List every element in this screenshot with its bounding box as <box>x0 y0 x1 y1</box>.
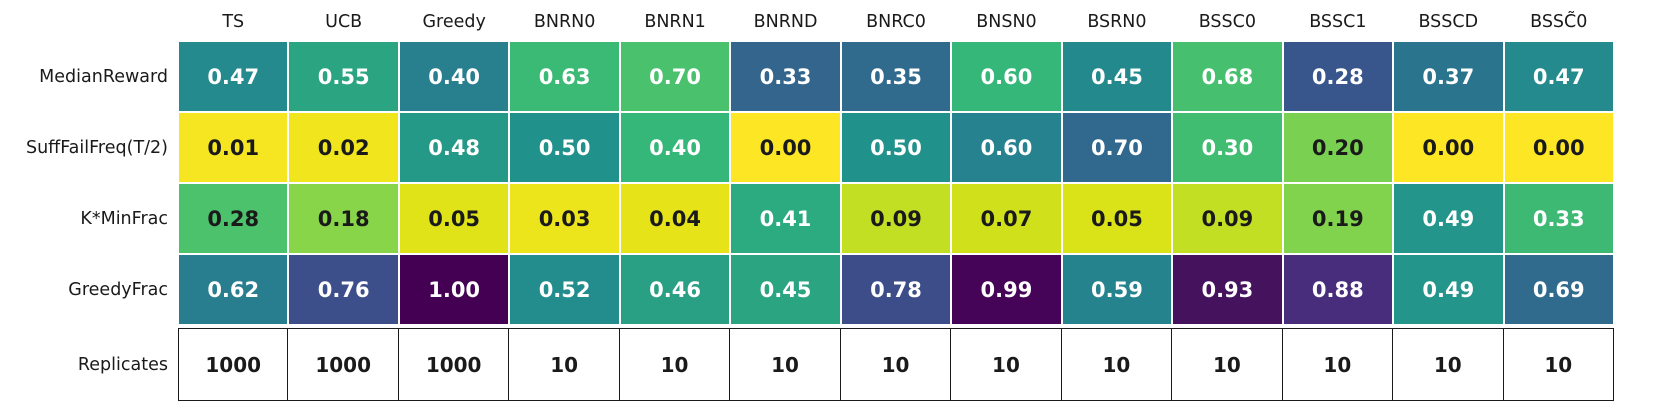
heatmap-cell-3-3: 0.52 <box>509 254 620 325</box>
heatmap-cell-0-3: 0.63 <box>509 41 620 112</box>
row-spacer <box>0 325 1614 328</box>
heatmap-cell-2-7: 0.07 <box>951 183 1062 254</box>
heatmap-cell-1-8: 0.70 <box>1061 112 1173 183</box>
heatmap-cell-1-5: 0.00 <box>730 112 841 183</box>
heatmap-cell-0-10: 0.28 <box>1282 41 1394 112</box>
heatmap-cell-4-3: 10 <box>509 328 620 401</box>
column-header-6: BNRC0 <box>866 12 926 32</box>
column-header-0: TS <box>222 12 245 32</box>
heatmap-cell-0-2: 0.40 <box>398 41 510 112</box>
heatmap-cell-4-12: 10 <box>1503 328 1614 401</box>
heatmap-cell-2-9: 0.09 <box>1172 183 1283 254</box>
column-header-2: Greedy <box>422 12 486 32</box>
row-label-2: K*MinFrac <box>80 208 168 229</box>
heatmap-cell-1-2: 0.48 <box>398 112 510 183</box>
column-header-3: BNRN0 <box>533 12 596 32</box>
column-header-12: BSSC̃0 <box>1530 12 1588 32</box>
heatmap-cell-3-7: 0.99 <box>951 254 1062 325</box>
heatmap-cell-1-0: 0.01 <box>178 112 289 183</box>
heatmap-cell-2-4: 0.04 <box>619 183 731 254</box>
heatmap-cell-1-4: 0.40 <box>619 112 731 183</box>
heatmap-cell-4-0: 1000 <box>178 328 289 401</box>
heatmap-cell-3-5: 0.45 <box>730 254 841 325</box>
column-header-1: UCB <box>325 12 363 32</box>
column-header-5: BNRND <box>753 12 818 32</box>
heatmap-cell-2-0: 0.28 <box>178 183 289 254</box>
heatmap-cell-3-12: 0.69 <box>1503 254 1614 325</box>
heatmap-cell-1-7: 0.60 <box>951 112 1062 183</box>
heatmap-cell-2-6: 0.09 <box>840 183 952 254</box>
column-header-8: BSRN0 <box>1087 12 1147 32</box>
row-label-0: MedianReward <box>39 66 168 87</box>
heatmap-cell-0-4: 0.70 <box>619 41 731 112</box>
heatmap-cell-3-9: 0.93 <box>1172 254 1283 325</box>
heatmap-cell-4-1: 1000 <box>288 328 399 401</box>
heatmap-cell-0-5: 0.33 <box>730 41 841 112</box>
heatmap-cell-2-5: 0.41 <box>730 183 841 254</box>
heatmap-cell-3-10: 0.88 <box>1282 254 1394 325</box>
heatmap-cell-0-12: 0.47 <box>1503 41 1614 112</box>
heatmap-cell-4-9: 10 <box>1172 328 1283 401</box>
heatmap-cell-1-10: 0.20 <box>1282 112 1394 183</box>
column-header-7: BNSN0 <box>976 12 1037 32</box>
heatmap-cell-4-10: 10 <box>1282 328 1394 401</box>
heatmap-cell-0-6: 0.35 <box>840 41 952 112</box>
heatmap-cell-3-4: 0.46 <box>619 254 731 325</box>
heatmap-cell-2-11: 0.49 <box>1393 183 1504 254</box>
table-corner <box>0 4 178 41</box>
row-label-3: GreedyFrac <box>68 279 168 300</box>
heatmap-cell-2-8: 0.05 <box>1061 183 1173 254</box>
heatmap-cell-0-8: 0.45 <box>1061 41 1173 112</box>
heatmap-cell-4-11: 10 <box>1393 328 1504 401</box>
row-label-1: SuffFailFreq(T/2) <box>25 137 168 158</box>
heatmap-cell-1-11: 0.00 <box>1393 112 1504 183</box>
heatmap-cell-0-7: 0.60 <box>951 41 1062 112</box>
heatmap-cell-2-3: 0.03 <box>509 183 620 254</box>
heatmap-cell-4-4: 10 <box>619 328 731 401</box>
heatmap-cell-4-2: 1000 <box>398 328 510 401</box>
column-header-11: BSSCD <box>1418 12 1479 32</box>
heatmap-cell-4-5: 10 <box>730 328 841 401</box>
heatmap-table: TS UCB Greedy BNRN0 BNRN1 BNRND BNRC0 BNSN0 BSRN… <box>0 4 1614 401</box>
heatmap-cell-3-1: 0.76 <box>288 254 399 325</box>
heatmap-cell-0-0: 0.47 <box>178 41 289 112</box>
heatmap-cell-1-3: 0.50 <box>509 112 620 183</box>
heatmap-cell-1-6: 0.50 <box>840 112 952 183</box>
heatmap-cell-4-6: 10 <box>840 328 952 401</box>
heatmap-cell-3-11: 0.49 <box>1393 254 1504 325</box>
heatmap-cell-2-2: 0.05 <box>398 183 510 254</box>
heatmap-cell-4-7: 10 <box>951 328 1062 401</box>
heatmap-cell-1-12: 0.00 <box>1503 112 1614 183</box>
row-label-4: Replicates <box>77 354 168 375</box>
heatmap-cell-2-12: 0.33 <box>1503 183 1614 254</box>
heatmap-cell-3-6: 0.78 <box>840 254 952 325</box>
heatmap-cell-1-9: 0.30 <box>1172 112 1283 183</box>
heatmap-cell-0-1: 0.55 <box>288 41 399 112</box>
column-header-4: BNRN1 <box>644 12 706 32</box>
column-header-9: BSSC0 <box>1198 12 1257 32</box>
heatmap-cell-0-9: 0.68 <box>1172 41 1283 112</box>
heatmap-cell-2-10: 0.19 <box>1282 183 1394 254</box>
heatmap-cell-2-1: 0.18 <box>288 183 399 254</box>
heatmap-cell-3-2: 1.00 <box>398 254 510 325</box>
heatmap-cell-3-0: 0.62 <box>178 254 289 325</box>
heatmap-cell-3-8: 0.59 <box>1061 254 1173 325</box>
heatmap-cell-1-1: 0.02 <box>288 112 399 183</box>
column-header-10: BSSC1 <box>1309 12 1367 32</box>
heatmap-cell-4-8: 10 <box>1061 328 1173 401</box>
heatmap-cell-0-11: 0.37 <box>1393 41 1504 112</box>
